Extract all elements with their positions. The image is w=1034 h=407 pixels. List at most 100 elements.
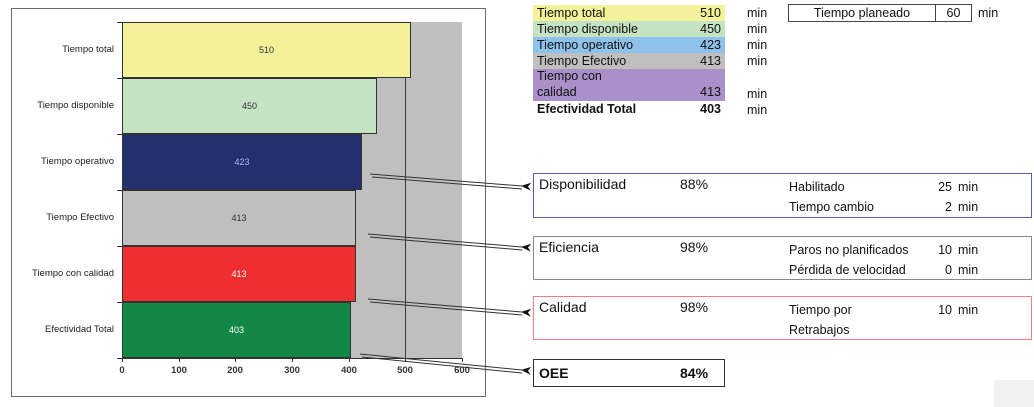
summary-value: 403 (700, 102, 721, 116)
category-label: Efectividad Total (44, 324, 114, 335)
bar-value-label: 413 (231, 213, 247, 223)
category-label: Tiempo con calidad (31, 268, 114, 279)
summary-value: 413 (700, 85, 721, 99)
summary-row-tiempo-operativo: Tiempo operativo 423 (533, 37, 725, 53)
summary-row-efectividad-total: Efectividad Total 403 (533, 101, 725, 117)
kpi-name: Calidad (539, 299, 587, 315)
unit-label: min (747, 22, 768, 36)
detail-value: 2 (945, 200, 952, 214)
detail-label: Pérdida de velocidad (789, 263, 906, 277)
kpi-oee-box: OEE 84% (533, 359, 725, 387)
x-tick (405, 358, 406, 362)
x-tick-label: 500 (397, 365, 413, 376)
unit-label: min (747, 6, 768, 20)
detail-label: Habilitado (789, 180, 845, 194)
y-tick (117, 358, 122, 359)
bar-value-label: 423 (234, 157, 250, 167)
unit-label: min (747, 38, 768, 52)
summary-name: Efectividad Total (537, 102, 637, 116)
summary-row-tiempo-con-calidad: Tiempo con calidad 413 (533, 69, 725, 101)
summary-row-tiempo-total: Tiempo total 510 (533, 5, 725, 21)
kpi-percent: 98% (680, 299, 709, 315)
unit-label: min (747, 54, 768, 68)
summary-name-line1: Tiempo con (537, 69, 602, 83)
y-tick (117, 78, 122, 79)
bar-tiempo-operativo: 423 (122, 134, 362, 190)
bar-value-label: 450 (241, 101, 258, 111)
summary-value: 413 (700, 54, 721, 68)
detail-value: 25 (938, 180, 952, 194)
detail-label: Paros no planificados (789, 243, 909, 257)
arrow-calidad-icon (367, 298, 532, 317)
summary-name: Tiempo operativo (537, 38, 634, 52)
arrow-oee-icon (359, 353, 532, 375)
summary-row-tiempo-efectivo: Tiempo Efectivo 413 (533, 53, 725, 69)
category-label: Tiempo disponible (37, 100, 114, 111)
kpi-name: OEE (539, 365, 569, 381)
detail-unit: min (958, 263, 979, 277)
summary-name: Tiempo total (537, 6, 606, 20)
bar-tiempo-total: 510 (122, 22, 411, 78)
x-tick (179, 358, 180, 362)
summary-name: Tiempo disponible (537, 22, 638, 36)
summary-name: Tiempo Efectivo (537, 54, 627, 68)
category-label: Tiempo Efectivo (46, 212, 114, 223)
detail-unit: min (958, 180, 979, 194)
detail-value: 0 (945, 263, 952, 277)
x-tick (349, 358, 350, 362)
x-tick (122, 358, 123, 362)
x-tick (292, 358, 293, 362)
planned-time-value[interactable]: 60 (936, 4, 972, 22)
summary-table: Tiempo total 510 Tiempo disponible 450 T… (533, 5, 725, 117)
summary-row-tiempo-disponible: Tiempo disponible 450 (533, 21, 725, 37)
x-tick-label: 200 (227, 365, 243, 376)
x-tick-label: 0 (119, 365, 125, 376)
arrow-eficiencia-icon (367, 233, 532, 252)
bar-tiempo-disponible: 450 (122, 78, 377, 134)
detail-unit: min (958, 303, 979, 317)
x-tick (235, 358, 236, 362)
summary-value: 510 (700, 6, 721, 20)
reference-line-500 (405, 22, 406, 358)
x-tick-label: 400 (341, 365, 357, 376)
detail-value: 10 (938, 243, 952, 257)
summary-name-line2: calidad (537, 85, 577, 99)
detail-label-line1: Tiempo por (789, 303, 852, 317)
kpi-eficiencia-box: Eficiencia 98% Paros no planificados 10 … (533, 236, 1032, 280)
bar-tiempo-con-calidad: 413 (122, 246, 356, 302)
y-tick (117, 246, 122, 247)
kpi-disponibilidad-box: Disponibilidad 88% Habilitado 25 min Tie… (533, 173, 1032, 218)
kpi-percent: 98% (680, 239, 709, 255)
planned-time-box: Tiempo planeado 60 (788, 4, 972, 22)
y-tick (117, 22, 122, 23)
y-tick (117, 134, 122, 135)
x-tick-label: 300 (284, 365, 300, 376)
bar-value-label: 413 (231, 269, 247, 279)
kpi-percent: 84% (680, 365, 709, 381)
bar-value-label: 403 (228, 325, 245, 335)
kpi-name: Disponibilidad (539, 176, 627, 192)
bar-efectividad-total: 403 (122, 302, 351, 358)
planned-time-unit: min (978, 6, 999, 20)
kpi-name: Eficiencia (539, 239, 599, 255)
bar-tiempo-efectivo: 413 (122, 190, 356, 246)
right-edge-panel (994, 380, 1034, 407)
x-tick-label: 600 (454, 365, 470, 376)
detail-label-line2: Retrabajos (789, 323, 850, 337)
detail-unit: min (958, 200, 979, 214)
x-tick (462, 358, 463, 362)
detail-unit: min (958, 243, 979, 257)
y-tick (117, 302, 122, 303)
summary-value: 450 (700, 22, 721, 36)
category-label: Tiempo operativo (40, 156, 114, 167)
bar-value-label: 510 (258, 45, 275, 55)
kpi-calidad-box: Calidad 98% Tiempo por Retrabajos 10 min (533, 296, 1032, 340)
unit-label: min (747, 87, 768, 101)
detail-value: 10 (938, 303, 952, 317)
unit-label: min (747, 103, 768, 117)
detail-label: Tiempo cambio (789, 200, 874, 214)
summary-value: 423 (700, 38, 721, 52)
kpi-percent: 88% (680, 176, 709, 192)
y-tick (117, 190, 122, 191)
